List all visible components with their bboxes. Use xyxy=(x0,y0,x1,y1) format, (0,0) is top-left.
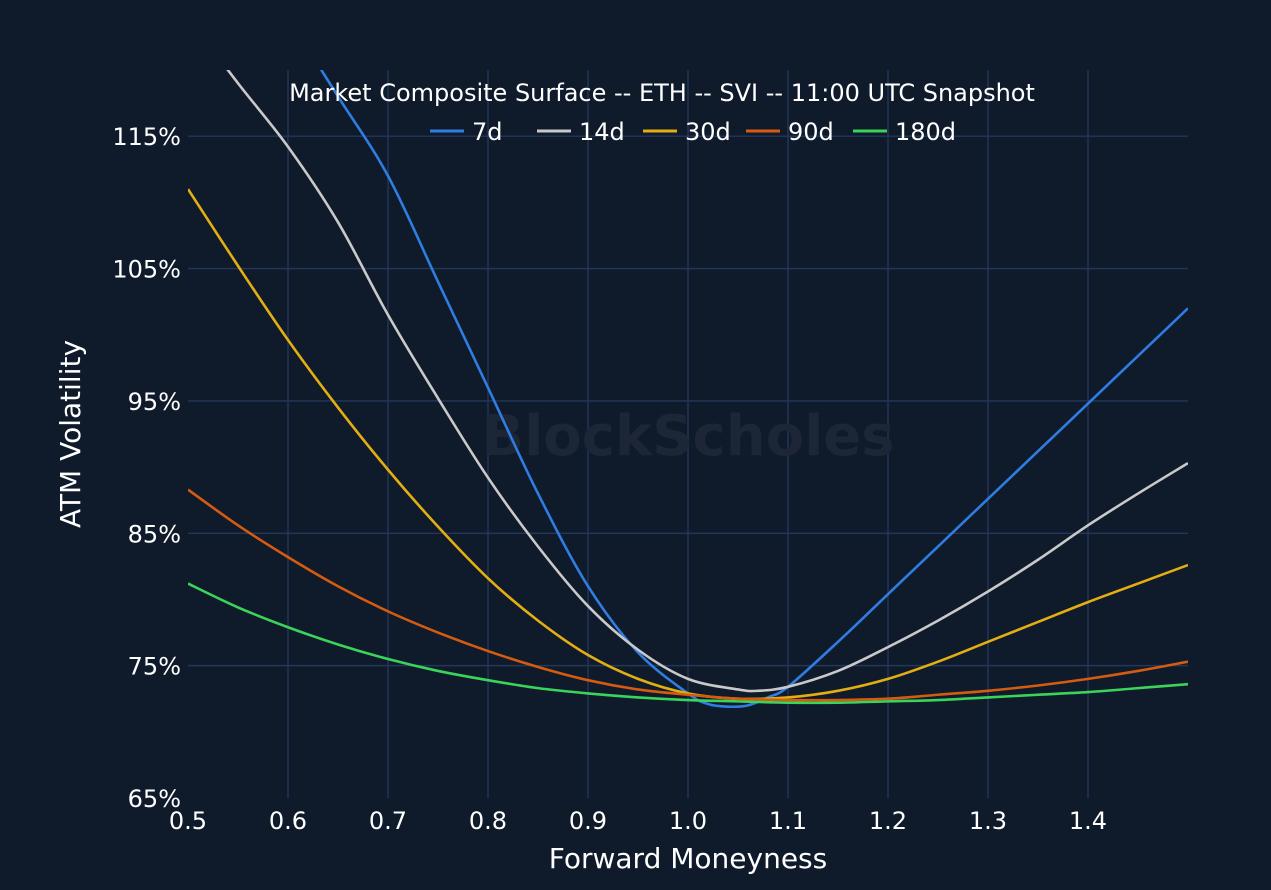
x-tick-label: 0.5 xyxy=(169,807,207,835)
legend-item-30d[interactable]: 30d xyxy=(643,118,731,146)
y-tick-label: 95% xyxy=(128,388,181,416)
x-tick-label: 1.1 xyxy=(769,807,807,835)
series-line-30d xyxy=(188,188,1188,701)
y-axis-label: ATM Volatility xyxy=(54,340,87,528)
legend-item-14d[interactable]: 14d xyxy=(537,118,625,146)
x-tick-label: 1.0 xyxy=(669,807,707,835)
y-tick-label: 115% xyxy=(112,123,181,151)
x-tick-label: 0.7 xyxy=(369,807,407,835)
series-lines xyxy=(188,70,1188,709)
legend-label: 90d xyxy=(788,118,834,146)
grid xyxy=(188,70,1188,798)
legend-label: 7d xyxy=(472,118,503,146)
x-tick-label: 0.6 xyxy=(269,807,307,835)
x-tick-label: 1.4 xyxy=(1069,807,1107,835)
series-line-7d xyxy=(319,70,1188,709)
x-tick-label: 0.8 xyxy=(469,807,507,835)
y-tick-label: 105% xyxy=(112,256,181,284)
legend-label: 30d xyxy=(685,118,731,146)
watermark: BlockScholes xyxy=(481,404,894,469)
y-tick-label: 65% xyxy=(128,785,181,813)
y-tick-label: 85% xyxy=(128,520,181,548)
legend[interactable]: 7d 14d 30d 90d 180d xyxy=(430,118,956,146)
series-line-90d xyxy=(188,488,1188,702)
x-tick-label: 0.9 xyxy=(569,807,607,835)
series-line-180d xyxy=(188,582,1188,705)
x-axis-label: Forward Moneyness xyxy=(549,842,827,875)
legend-item-180d[interactable]: 180d xyxy=(853,118,956,146)
chart-title: Market Composite Surface -- ETH -- SVI -… xyxy=(289,79,1035,107)
x-tick-label: 1.2 xyxy=(869,807,907,835)
series-line-14d xyxy=(226,70,1188,693)
legend-item-7d[interactable]: 7d xyxy=(430,118,503,146)
legend-label: 14d xyxy=(579,118,625,146)
legend-item-90d[interactable]: 90d xyxy=(746,118,834,146)
y-axis-ticks: 65% 75% 85% 95% 105% 115% xyxy=(112,123,181,813)
y-tick-label: 75% xyxy=(128,653,181,681)
x-axis-ticks: 0.5 0.6 0.7 0.8 0.9 1.0 1.1 1.2 1.3 1.4 xyxy=(169,807,1107,835)
x-tick-label: 1.3 xyxy=(969,807,1007,835)
legend-label: 180d xyxy=(895,118,956,146)
